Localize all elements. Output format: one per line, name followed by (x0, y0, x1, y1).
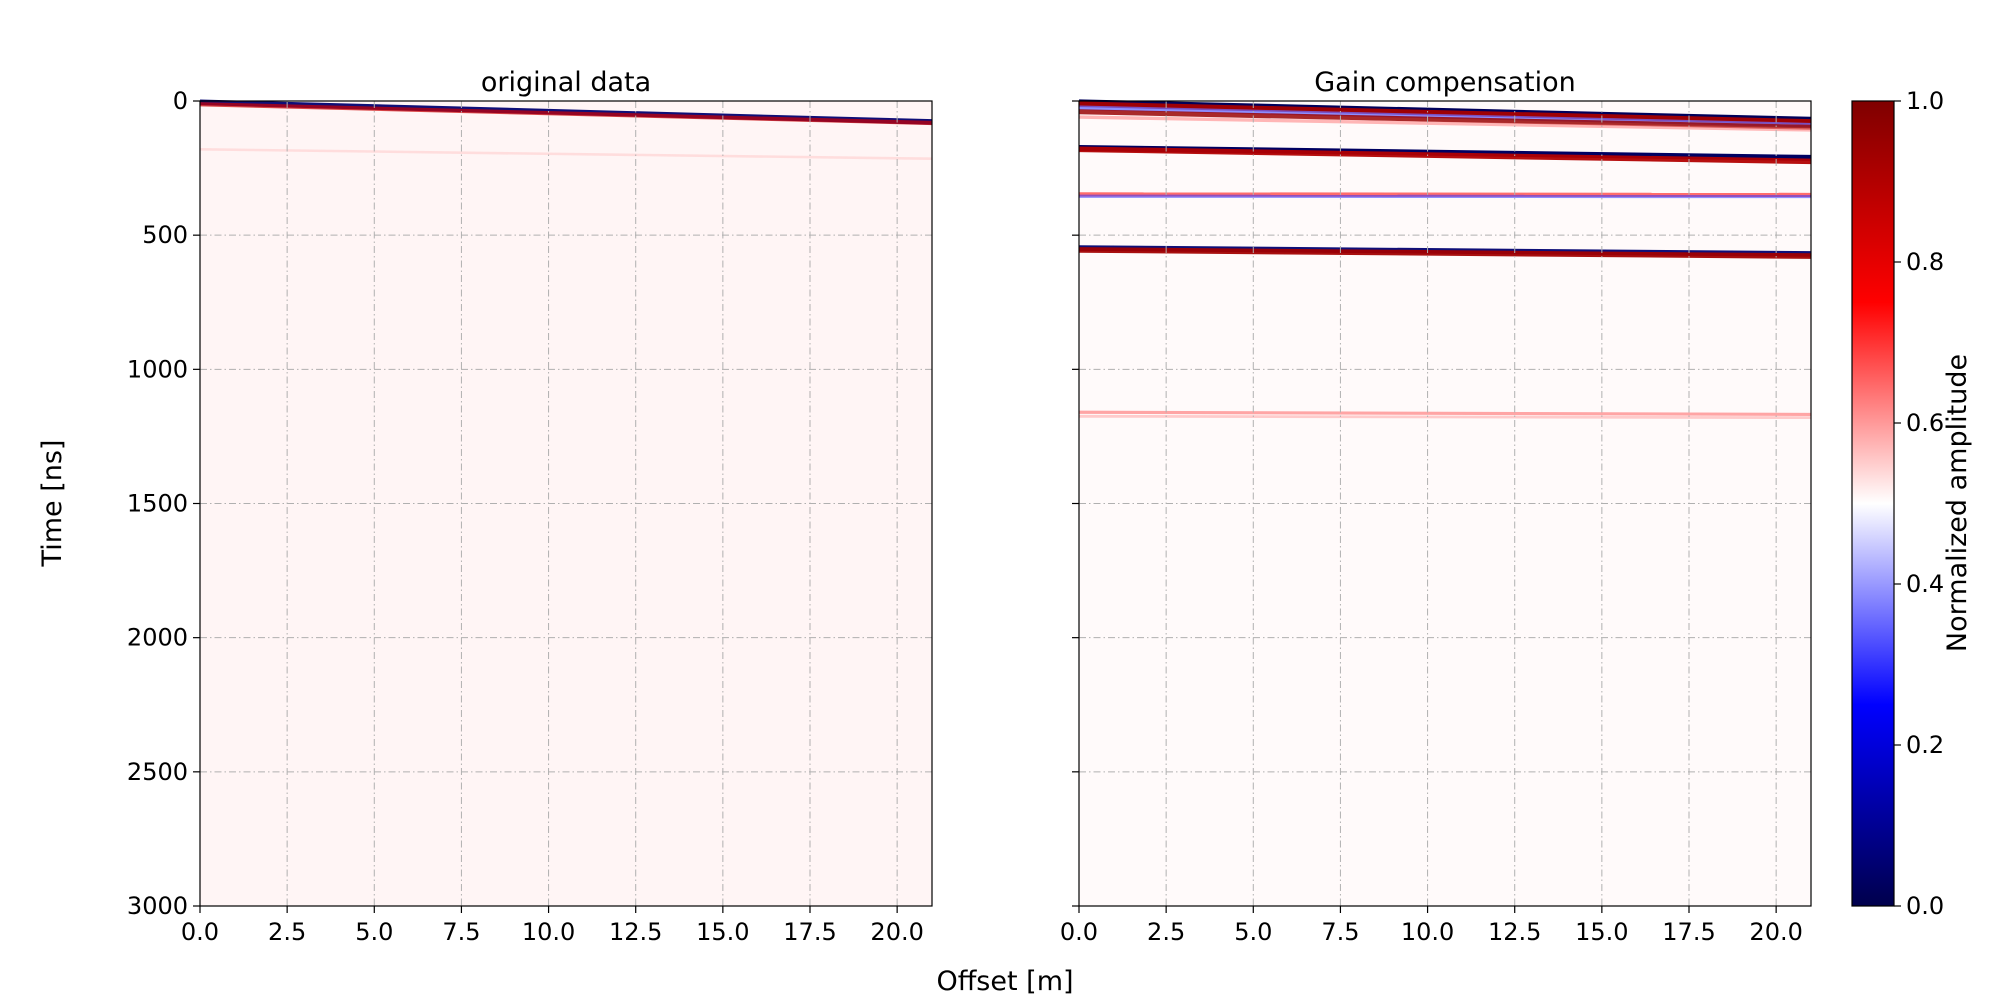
x-tick-label: 0.0 (1060, 918, 1098, 946)
reflection-event (1078, 109, 1812, 130)
x-tick-label: 20.0 (1749, 918, 1802, 946)
y-tick-label: 1000 (127, 355, 188, 383)
x-axis-label: Offset [m] (936, 966, 1073, 997)
reflection-event (1078, 410, 1812, 417)
x-tick-label: 15.0 (696, 918, 749, 946)
colorbar-tick-label: 1.0 (1906, 87, 1944, 115)
x-tick-label: 12.5 (609, 918, 662, 946)
x-tick-label: 10.0 (1401, 918, 1454, 946)
colorbar-tick-label: 0.8 (1906, 248, 1944, 276)
y-tick-label: 500 (142, 221, 188, 249)
grid-gain-compensation (1079, 101, 1811, 906)
colorbar-tick-label: 0.2 (1906, 731, 1944, 759)
colorbar-tick-label: 0.0 (1906, 892, 1944, 920)
x-tick-label: 15.0 (1575, 918, 1628, 946)
x-axis-gain-compensation: 0.0 2.5 5.0 7.5 10.0 12.5 15.0 17.5 20.0 (1060, 906, 1803, 946)
panel-original-data: 0.0 2.5 5.0 7.5 10.0 12.5 15.0 17.5 20.0 0 500 100… (127, 67, 933, 946)
x-tick-label: 7.5 (442, 918, 480, 946)
x-tick-label: 10.0 (522, 918, 575, 946)
y-tick-label: 2000 (127, 624, 188, 652)
x-tick-label: 5.0 (1234, 918, 1272, 946)
colorbar-ticks: 0.0 0.2 0.4 0.6 0.8 1.0 (1894, 87, 1944, 920)
x-tick-label: 5.0 (355, 918, 393, 946)
y-axis-original-data: 0 500 1000 1500 2000 2500 3000 (127, 87, 200, 920)
y-tick-label: 2500 (127, 758, 188, 786)
x-axis-original-data: 0.0 2.5 5.0 7.5 10.0 12.5 15.0 17.5 20.0 (181, 906, 924, 946)
x-tick-label: 20.0 (870, 918, 923, 946)
colorbar-gradient (1851, 100, 1895, 907)
grid-original-data (200, 101, 932, 906)
colorbar-tick-label: 0.4 (1906, 570, 1944, 598)
x-tick-label: 17.5 (783, 918, 836, 946)
y-tick-label: 3000 (127, 892, 188, 920)
y-tick-label: 0 (173, 87, 188, 115)
x-tick-label: 17.5 (1662, 918, 1715, 946)
y-tick-label: 1500 (127, 490, 188, 518)
x-tick-label: 2.5 (268, 918, 306, 946)
reflection-event (1078, 414, 1812, 420)
x-tick-label: 7.5 (1321, 918, 1359, 946)
colorbar-label: Normalized amplitude (1942, 354, 1973, 652)
reflection-event (199, 148, 933, 160)
x-tick-label: 2.5 (1147, 918, 1185, 946)
panel-gain-compensation: 0.0 2.5 5.0 7.5 10.0 12.5 15.0 17.5 20.0 Gain co… (1060, 67, 1812, 946)
chart-title: Gain compensation (1314, 67, 1576, 98)
y-axis-label: Time [ns] (37, 440, 68, 568)
colorbar-tick-label: 0.6 (1906, 409, 1944, 437)
reflection-event (1078, 247, 1812, 259)
colorbar: 0.0 0.2 0.4 0.6 0.8 1.0 Normalized amplitude (1851, 87, 1973, 920)
y-axis-gain-compensation (1072, 100, 1079, 907)
x-tick-label: 12.5 (1488, 918, 1541, 946)
x-tick-label: 0.0 (181, 918, 219, 946)
chart-title: original data (481, 67, 651, 98)
reflection-event (1078, 115, 1812, 132)
